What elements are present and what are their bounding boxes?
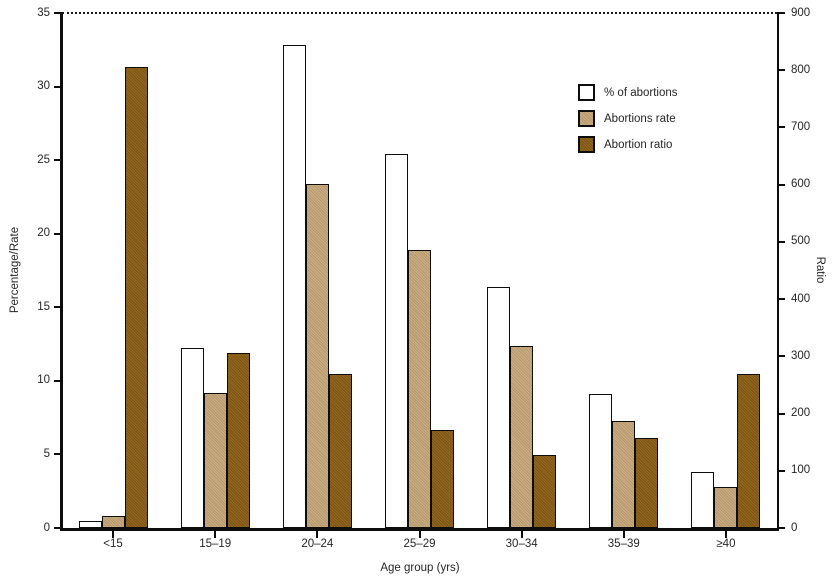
legend-item-of-abortions: % of abortions	[578, 84, 678, 101]
y-right-tick-800	[777, 69, 785, 72]
y-right-tick-0	[777, 527, 785, 529]
y-right-tick-700	[777, 126, 785, 129]
y-right-tick-600	[777, 183, 785, 186]
x-tick-40	[724, 530, 727, 538]
x-tick-label-25-29: 25–29	[403, 538, 436, 550]
y-left-tick-25	[54, 159, 62, 162]
x-tick-label-35-39: 35–39	[607, 538, 640, 550]
y-right-tick-label-500: 500	[791, 235, 811, 248]
y-left-tick-5	[54, 453, 62, 456]
y-left-tick-15	[54, 306, 62, 309]
y-right-tick-400	[777, 298, 785, 301]
y-left-tick-20	[54, 232, 62, 235]
y-right-tick-300	[777, 355, 785, 358]
bar-abortion-ratio-35-39	[635, 438, 659, 528]
y-axis-left-line	[60, 13, 63, 530]
legend: % of abortions Abortions rate Abortion rat…	[578, 84, 678, 162]
x-tick-25-29	[418, 530, 421, 538]
x-tick-label-15: <15	[103, 538, 123, 550]
bar-abortions-rate-30-34	[510, 345, 534, 528]
x-axis-title: Age group (yrs)	[380, 562, 460, 574]
y-left-tick-35	[54, 12, 62, 14]
y-right-tick-label-400: 400	[791, 292, 811, 305]
bar-abortions-rate-15-19	[203, 392, 227, 528]
y-left-tick-label-5: 5	[43, 447, 50, 460]
y-left-tick-0	[54, 527, 62, 529]
x-tick-15-19	[214, 530, 217, 538]
bar-of-abortions-25-29	[385, 154, 408, 528]
x-tick-label-40: ≥40	[716, 538, 736, 550]
legend-item-abortions-rate: Abortions rate	[578, 110, 678, 127]
y-right-tick-label-600: 600	[791, 178, 811, 191]
x-tick-30-34	[520, 530, 523, 538]
legend-swatch-abortions-rate	[578, 110, 595, 127]
y-left-tick-label-30: 30	[37, 80, 50, 93]
x-axis-line	[60, 527, 779, 531]
y-axis-right-line	[776, 13, 779, 530]
bar-of-abortions-15	[78, 520, 102, 528]
bar-abortion-ratio-40	[737, 374, 761, 528]
y-axis-right-title: Ratio	[814, 256, 826, 284]
bar-abortions-rate-40	[714, 486, 738, 528]
y-right-tick-label-100: 100	[791, 464, 811, 477]
legend-label-abortion-ratio: Abortion ratio	[604, 138, 673, 151]
y-right-tick-900	[777, 12, 785, 14]
bar-of-abortions-35-39	[589, 394, 613, 528]
legend-item-abortion-ratio: Abortion ratio	[578, 136, 678, 153]
bar-abortion-ratio-15-19	[226, 353, 250, 528]
y-left-tick-label-15: 15	[37, 300, 50, 313]
x-tick-35-39	[622, 530, 625, 538]
bar-of-abortions-20-24	[282, 45, 306, 528]
y-right-tick-100	[777, 469, 785, 472]
x-tick-20-24	[316, 530, 319, 538]
x-tick-label-15-19: 15–19	[199, 538, 232, 550]
legend-swatch-abortion-ratio	[578, 136, 595, 153]
y-left-tick-30	[54, 85, 62, 88]
x-tick-15	[112, 530, 115, 538]
x-tick-label-30-34: 30–34	[505, 538, 538, 550]
y-right-tick-label-700: 700	[791, 120, 811, 133]
plot-top-border	[62, 12, 777, 14]
y-right-tick-label-800: 800	[791, 63, 811, 76]
bar-abortion-ratio-25-29	[431, 429, 454, 528]
bar-abortions-rate-35-39	[612, 420, 636, 528]
y-right-tick-label-200: 200	[791, 407, 811, 420]
y-right-tick-label-0: 0	[791, 521, 798, 534]
bar-of-abortions-30-34	[487, 286, 511, 528]
x-tick-label-20-24: 20–24	[301, 538, 334, 550]
y-right-tick-label-900: 900	[791, 6, 811, 19]
y-right-tick-500	[777, 240, 785, 243]
bar-of-abortions-15-19	[180, 348, 204, 528]
bar-abortion-ratio-30-34	[533, 455, 557, 528]
y-left-tick-10	[54, 379, 62, 382]
bar-abortions-rate-20-24	[305, 183, 329, 528]
bar-abortion-ratio-15	[124, 67, 148, 528]
legend-label-of-abortions: % of abortions	[604, 86, 678, 99]
bar-abortion-ratio-20-24	[328, 373, 352, 528]
bar-abortions-rate-15	[101, 516, 125, 528]
bar-abortions-rate-25-29	[408, 249, 431, 528]
y-axis-left-title: Percentage/Rate	[9, 226, 21, 314]
y-left-tick-label-20: 20	[37, 227, 50, 240]
legend-label-abortions-rate: Abortions rate	[604, 112, 676, 125]
y-left-tick-label-25: 25	[37, 153, 50, 166]
bar-of-abortions-40	[691, 472, 715, 528]
y-left-tick-label-0: 0	[43, 521, 50, 534]
y-right-tick-label-300: 300	[791, 349, 811, 362]
y-left-tick-label-35: 35	[37, 6, 50, 19]
legend-swatch-of-abortions	[578, 84, 595, 101]
y-right-tick-200	[777, 412, 785, 415]
y-left-tick-label-10: 10	[37, 374, 50, 387]
